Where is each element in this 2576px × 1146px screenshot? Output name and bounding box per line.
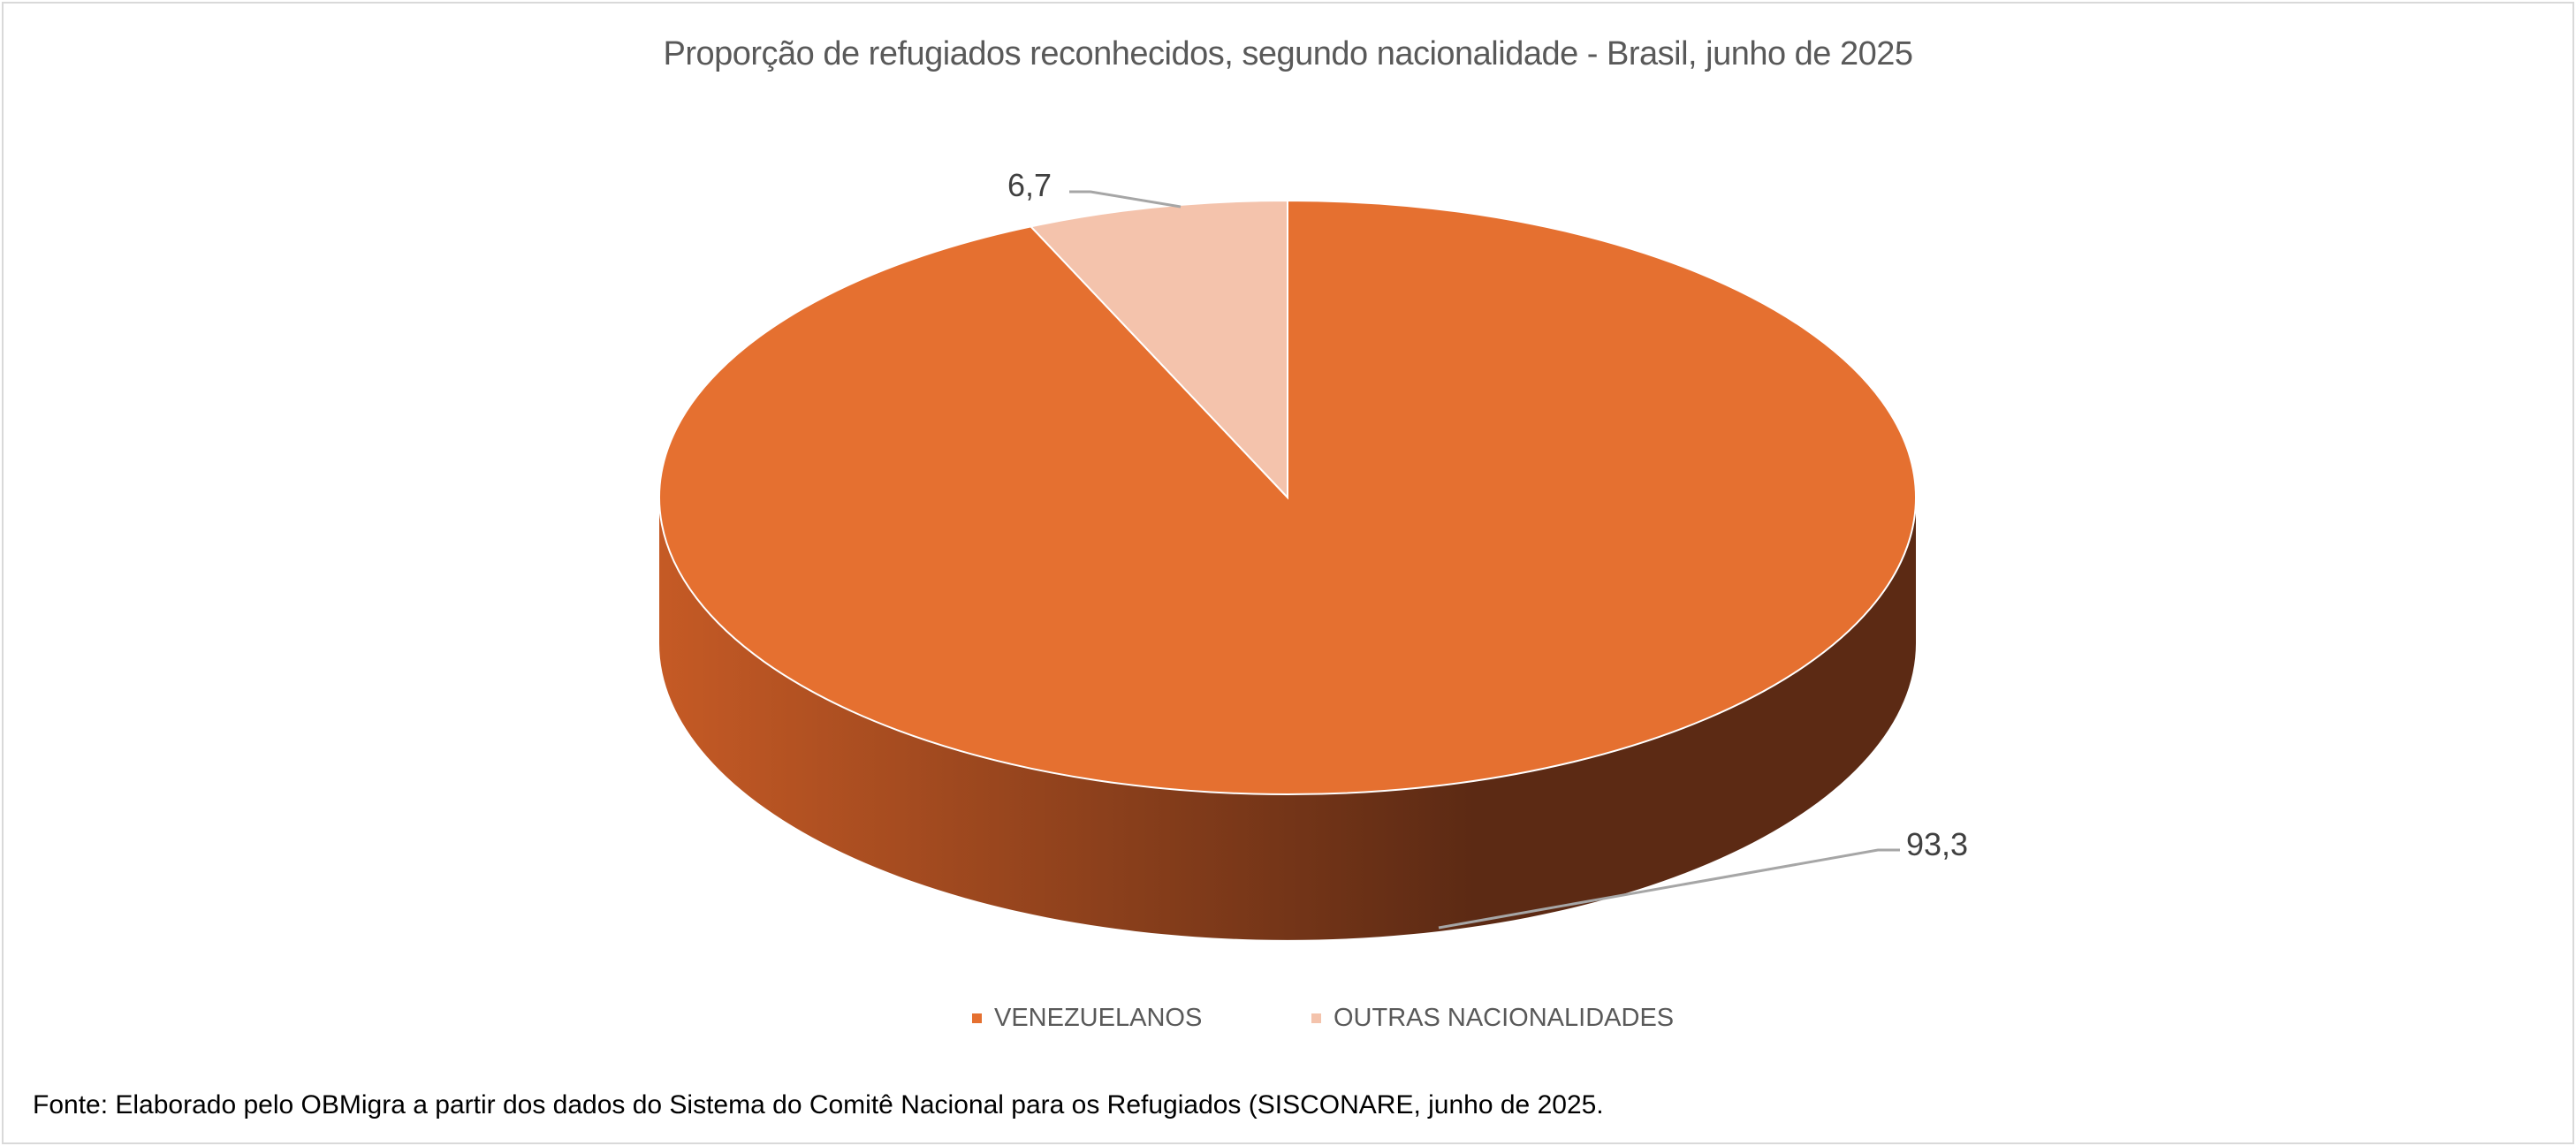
legend-item-venezuelanos[interactable]: VENEZUELANOS bbox=[972, 1004, 1202, 1033]
leader-line-venezuelanos bbox=[1438, 848, 1900, 930]
legend-item-outras-nacionalidades[interactable]: OUTRAS NACIONALIDADES bbox=[1311, 1004, 1674, 1033]
legend-label: OUTRAS NACIONALIDADES bbox=[1334, 1004, 1675, 1032]
legend-swatch bbox=[1311, 1013, 1321, 1023]
data-label-venezuelanos: 93,3 bbox=[1906, 826, 1968, 862]
pie-side-venezuelanos bbox=[659, 497, 1916, 940]
chart-title: Proporção de refugiados reconhecidos, se… bbox=[663, 35, 1913, 72]
legend-swatch bbox=[972, 1013, 982, 1023]
data-label-outras: 6,7 bbox=[1007, 167, 1052, 203]
legend-label: VENEZUELANOS bbox=[994, 1004, 1203, 1032]
leader-line-outras bbox=[1069, 190, 1182, 209]
source-note: Fonte: Elaborado pelo OBMigra a partir d… bbox=[33, 1090, 1604, 1119]
pie-slice-outras-nacionalidades[interactable] bbox=[1029, 199, 1288, 500]
